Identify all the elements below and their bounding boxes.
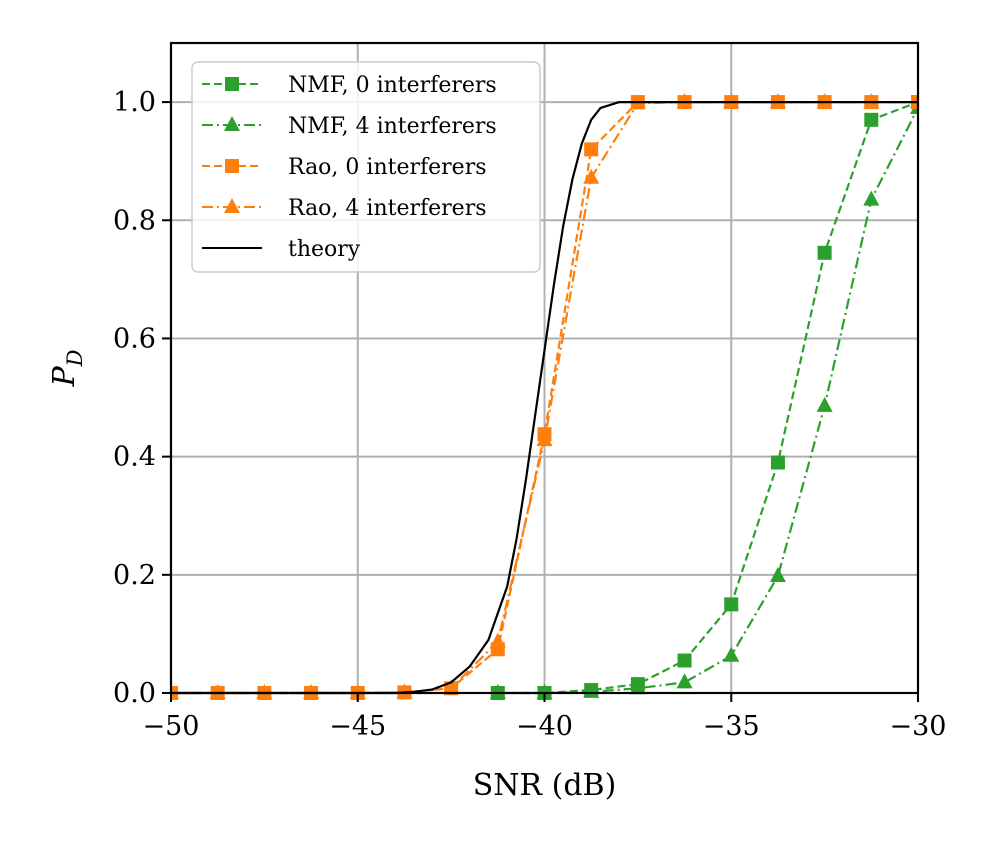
data-point [489,632,506,648]
series-line-1 [497,107,919,695]
x-tick-label: −40 [516,711,573,742]
data-point [863,93,880,109]
data-point [676,93,693,109]
series-1 [489,99,919,699]
data-point [723,646,740,662]
data-point [209,684,226,699]
x-tick-label: −45 [329,711,386,742]
legend-label: theory [288,237,361,262]
legend-marker-3 [224,198,240,213]
data-point [770,455,785,470]
y-axis-label-subscript: D [63,349,87,367]
legend-box [191,61,541,273]
y-tick-label: 0.0 [113,678,156,709]
series-4 [171,100,918,695]
svg-text:PD: PD [47,349,87,387]
data-point [816,396,833,412]
data-point [443,679,460,695]
data-point [769,93,786,109]
data-point [629,679,646,695]
data-point [723,93,740,109]
y-tick-label: 0.6 [113,323,156,354]
y-tick-label: 0.2 [113,560,156,591]
legend: NMF, 0 interferers NMF, 4 interferers Rao,… [191,61,541,273]
data-point [677,653,692,668]
series-0 [490,95,919,700]
x-axis-label: SNR (dB) [473,768,617,803]
legend-label: NMF, 4 interferers [288,114,497,139]
series-3 [171,93,919,699]
data-point [171,684,179,699]
legend-label: Rao, 4 interferers [288,196,487,221]
data-point [489,684,506,699]
data-point [583,168,600,184]
x-tick-label: −50 [143,711,200,742]
legend-label: Rao, 0 interferers [288,155,487,180]
data-point [536,431,553,447]
series-line-4 [171,100,918,695]
data-point [817,245,832,260]
data-point [864,112,879,127]
data-point [396,683,413,699]
data-point [910,93,919,109]
data-point [303,684,320,699]
legend-label: NMF, 0 interferers [288,73,497,98]
y-tick-label: 0.8 [113,205,156,236]
data-point [676,673,693,689]
y-tick-label: 0.4 [113,442,156,473]
data-point [863,190,880,206]
x-tick-label: −30 [890,711,947,742]
legend-marker-1 [224,116,240,131]
data-point [256,684,273,699]
data-point [349,684,366,699]
y-axis-label: PD [47,349,87,387]
series-layer [171,93,919,700]
data-point [724,597,739,612]
data-point [769,567,786,582]
axis-ticks: −50 −45 −40 −35 −30 0.0 0.2 0.4 0.6 0.8 1.0 [113,87,946,742]
legend-marker-0 [225,77,239,91]
data-point [536,684,553,699]
data-point [816,93,833,109]
x-tick-label: −35 [703,711,760,742]
data-point [584,142,599,157]
y-axis-label-main: P [47,366,82,388]
legend-marker-2 [225,159,239,173]
y-tick-label: 1.0 [113,87,156,118]
series-line-0 [497,101,919,695]
